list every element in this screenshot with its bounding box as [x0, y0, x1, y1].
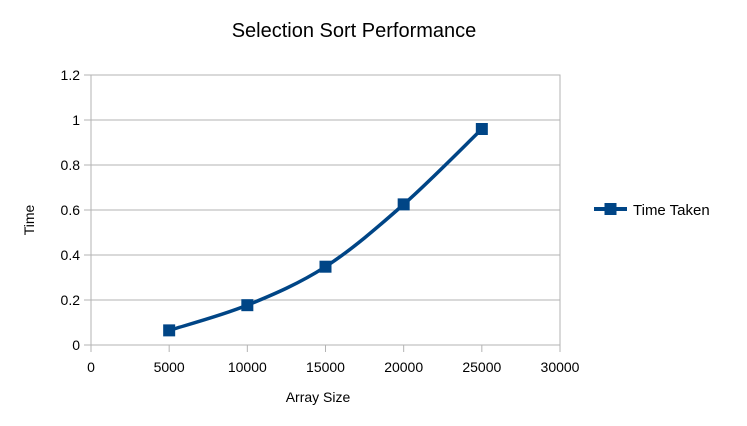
- x-tick-label: 15000: [306, 359, 345, 375]
- data-point-marker: [397, 198, 410, 211]
- legend-label-time-taken: Time Taken: [633, 202, 710, 219]
- legend: Time Taken: [594, 202, 710, 219]
- y-tick-label: 1: [72, 112, 80, 128]
- x-axis-ticks: 0 5000 10000 15000 20000 25000 30000: [87, 345, 580, 375]
- x-tick-label: 10000: [228, 359, 267, 375]
- y-tick-label: 0.4: [61, 247, 81, 263]
- y-tick-label: 0.6: [61, 202, 81, 218]
- x-tick-label: 25000: [462, 359, 501, 375]
- chart-title: Selection Sort Performance: [232, 20, 477, 42]
- y-tick-label: 0: [72, 337, 80, 353]
- data-point-marker: [241, 299, 254, 312]
- y-tick-label: 1.2: [61, 67, 81, 83]
- x-tick-label: 5000: [154, 359, 185, 375]
- x-tick-label: 20000: [384, 359, 423, 375]
- x-axis-label: Array Size: [286, 389, 351, 405]
- y-axis-label: Time: [21, 204, 37, 235]
- x-tick-label: 30000: [541, 359, 580, 375]
- y-tick-label: 0.2: [61, 292, 81, 308]
- x-tick-label: 0: [87, 359, 95, 375]
- data-point-marker: [475, 123, 488, 135]
- legend-marker: [604, 203, 617, 215]
- gridlines: [91, 74, 560, 346]
- data-point-marker: [163, 324, 176, 337]
- y-tick-label: 0.8: [61, 157, 81, 173]
- data-point-marker: [319, 260, 332, 273]
- y-axis-ticks: 0 0.2 0.4 0.6 0.8 1 1.2: [61, 67, 91, 353]
- series-group: [163, 123, 488, 337]
